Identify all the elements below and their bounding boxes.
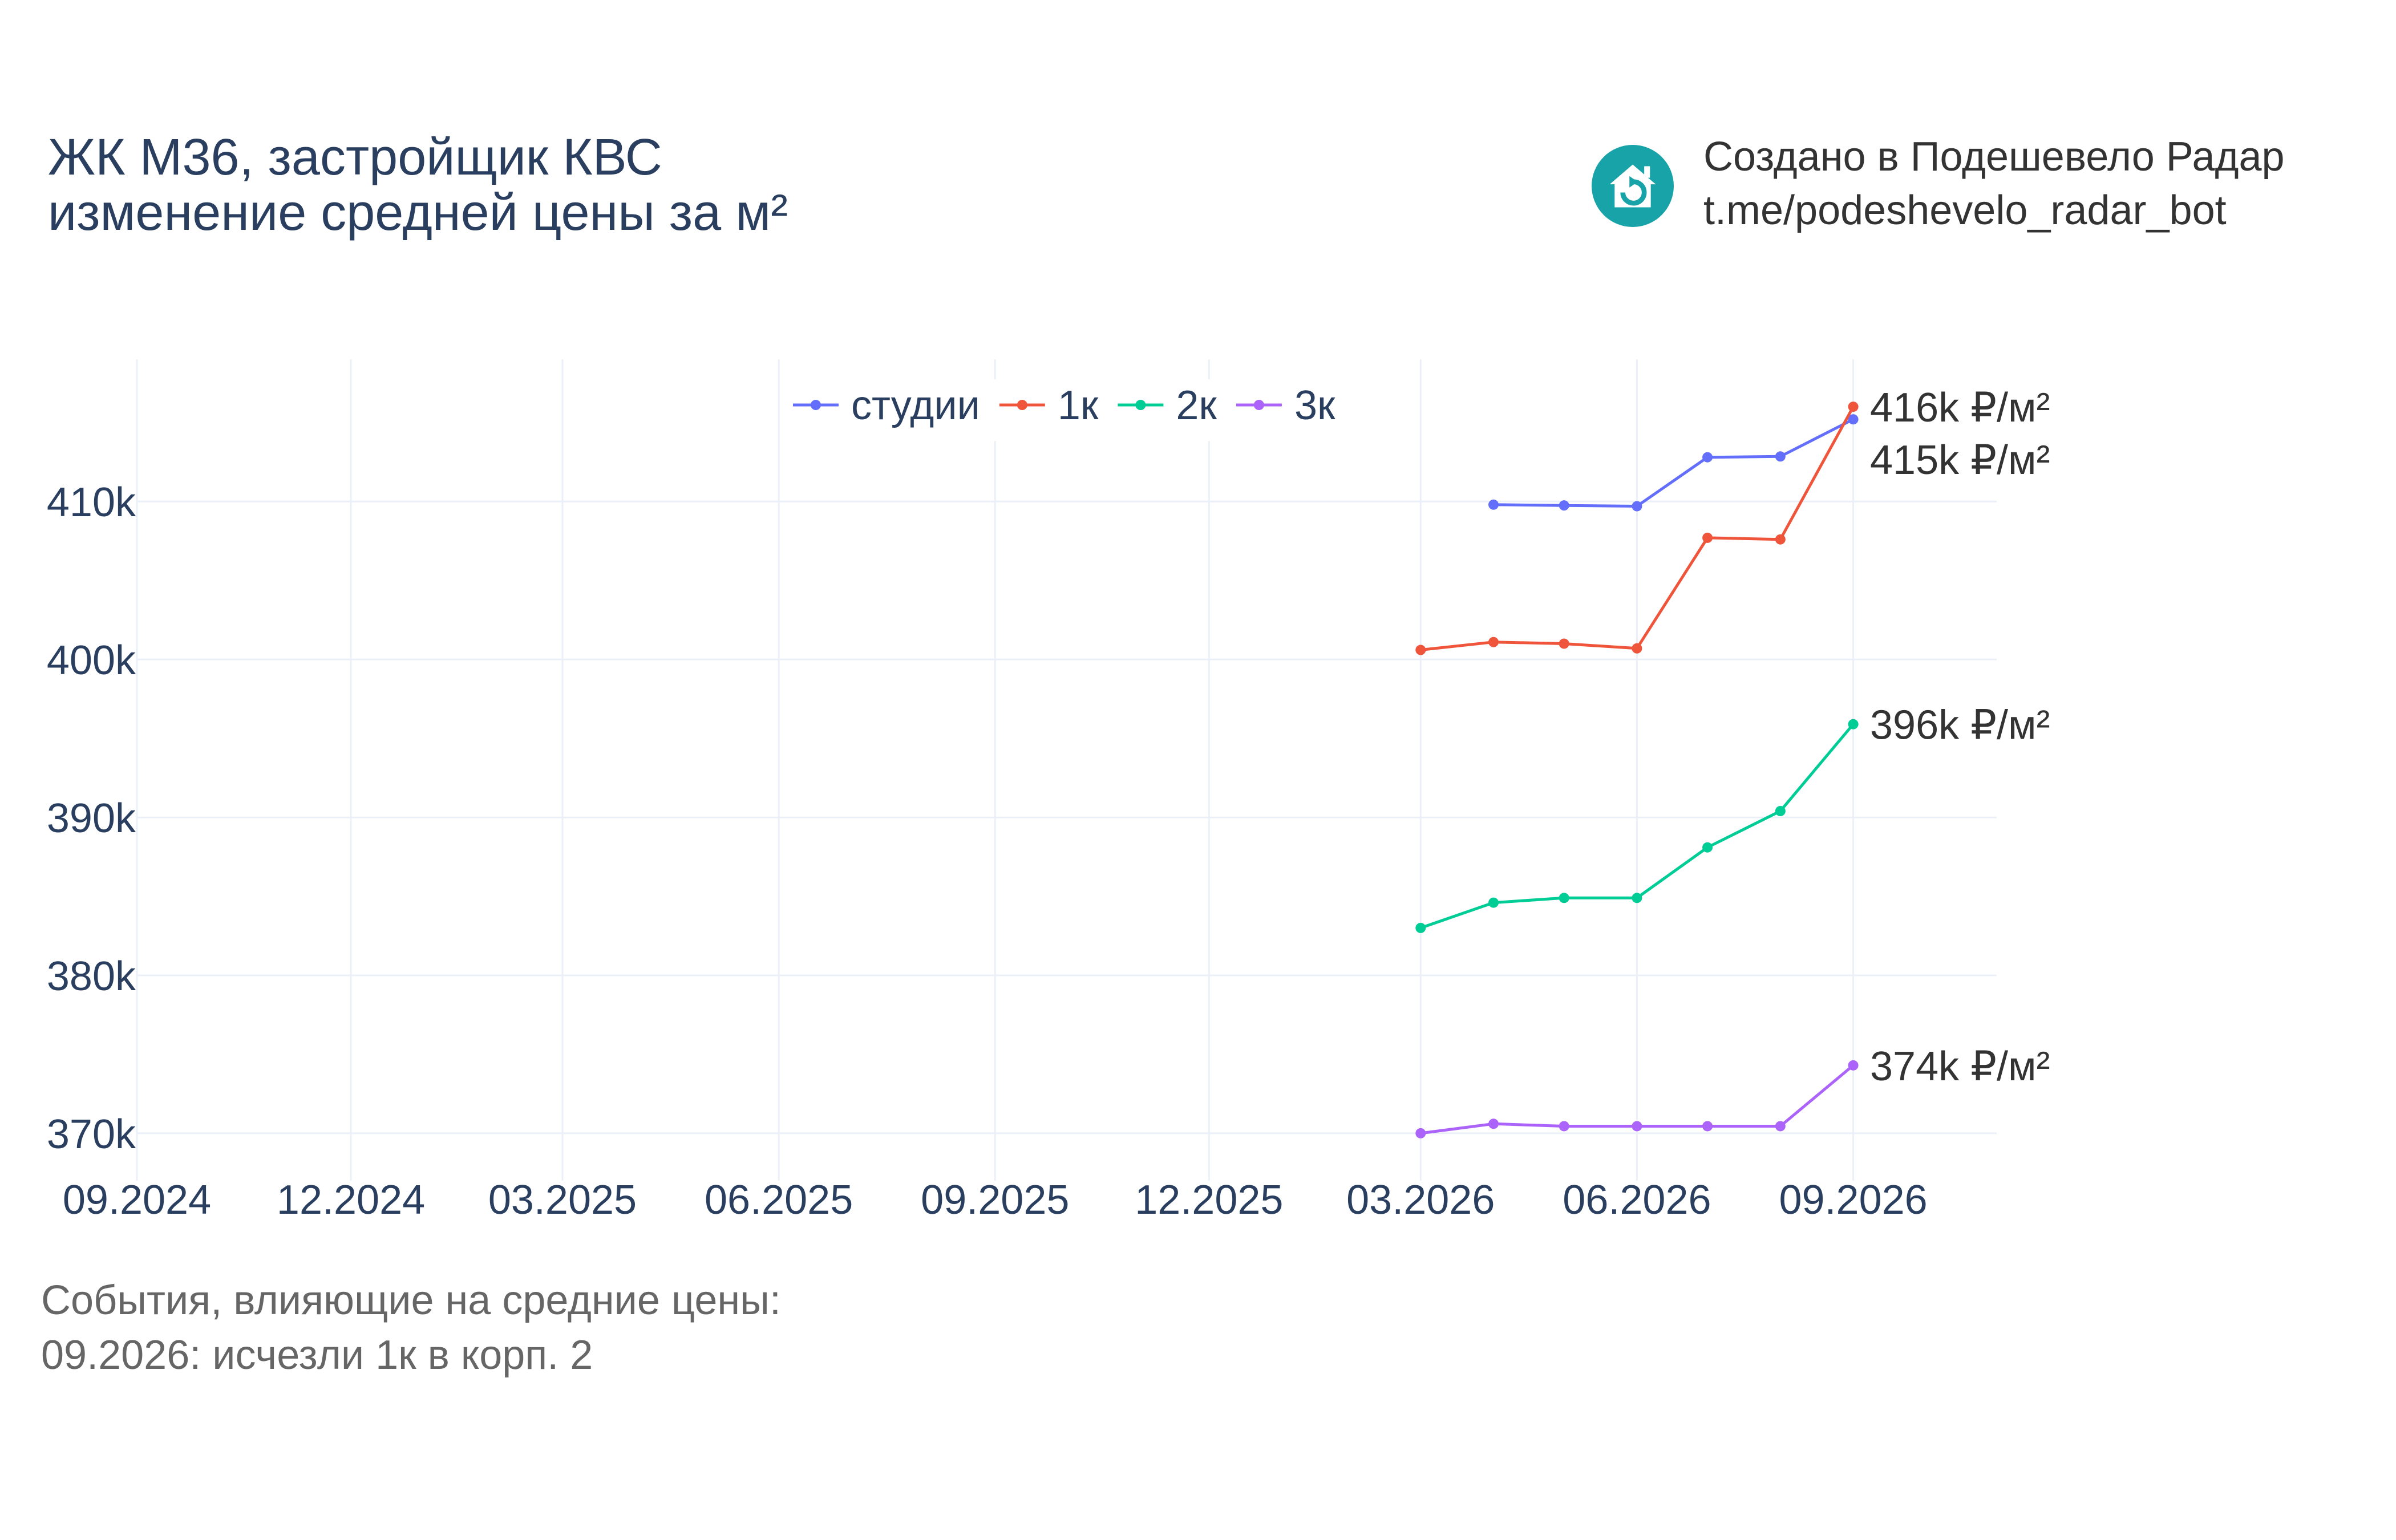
legend-swatch-marker [1017, 400, 1027, 410]
y-tick-label: 390k [47, 796, 136, 841]
legend-item: 2к [1118, 383, 1217, 428]
x-tick-label: 06.2026 [1563, 1177, 1711, 1223]
legend-swatch-marker [1135, 400, 1146, 410]
data-point [1632, 893, 1642, 903]
end-value-label: 396k ₽/м² [1870, 703, 2050, 748]
chart-title-line2: изменение средней цены за м² [48, 184, 788, 241]
series-3к [1415, 1060, 1859, 1138]
series-line [1493, 418, 1854, 508]
legend-label: 1к [1058, 383, 1099, 428]
gridlines [136, 359, 1997, 1181]
series-студии [1488, 414, 1859, 512]
data-point [1848, 414, 1859, 425]
legend-swatch-marker [1253, 400, 1264, 410]
x-tick-label: 06.2025 [705, 1177, 853, 1223]
data-point [1559, 893, 1569, 903]
series-2к [1415, 719, 1859, 933]
legend-item: 1к [999, 383, 1099, 428]
data-point [1775, 806, 1786, 816]
legend-item: 3к [1236, 383, 1335, 428]
data-point [1559, 500, 1569, 511]
brand-link[interactable]: t.me/podeshevelo_radar_bot [1703, 188, 2227, 233]
legend-label: студии [851, 383, 980, 428]
x-tick-label: 09.2024 [63, 1177, 211, 1223]
end-value-label: 415k ₽/м² [1870, 437, 2050, 483]
legend-item: студии [793, 383, 980, 428]
data-point [1702, 452, 1713, 463]
data-point [1488, 897, 1499, 908]
x-tick-label: 03.2026 [1346, 1177, 1495, 1223]
data-point [1702, 1121, 1713, 1132]
data-point [1488, 1118, 1499, 1129]
legend-label: 3к [1294, 383, 1335, 428]
data-point [1415, 1128, 1426, 1138]
data-point [1848, 402, 1859, 412]
data-point [1559, 638, 1569, 649]
x-tick-label: 03.2025 [488, 1177, 637, 1223]
legend-background [782, 379, 1346, 441]
x-tick-label: 12.2025 [1135, 1177, 1283, 1223]
house-refresh-icon [1592, 145, 1674, 227]
brand-block: Создано в Подешевело Радар t.me/podeshev… [1592, 134, 2367, 243]
y-tick-label: 410k [47, 480, 136, 525]
data-point [1632, 643, 1642, 654]
end-value-label: 416k ₽/м² [1870, 385, 2050, 431]
chart-title: ЖК М36, застройщик КВС изменение средней… [48, 130, 788, 241]
events-header: События, влияющие на средние цены: [41, 1278, 781, 1323]
legend-label: 2к [1176, 383, 1217, 428]
data-point [1488, 499, 1499, 510]
data-point [1702, 532, 1713, 543]
series-1к [1415, 402, 1859, 655]
data-point [1848, 719, 1859, 730]
data-point [1415, 645, 1426, 655]
brand-name: Создано в Подешевело Радар [1703, 134, 2285, 180]
y-tick-label: 380k [47, 954, 136, 999]
data-point [1848, 1060, 1859, 1071]
y-tick-label: 400k [47, 638, 136, 683]
data-point [1775, 534, 1786, 545]
data-point [1702, 842, 1713, 853]
legend-swatch-marker [811, 400, 821, 410]
data-point [1775, 1121, 1786, 1132]
end-value-label: 374k ₽/м² [1870, 1044, 2050, 1089]
data-point [1775, 451, 1786, 462]
legend: студии 1к 2к 3к [782, 379, 1346, 441]
x-tick-label: 09.2025 [921, 1177, 1069, 1223]
events-item: 09.2026: исчезли 1к в корп. 2 [41, 1332, 593, 1378]
y-tick-label: 370k [47, 1112, 136, 1157]
x-tick-label: 12.2024 [277, 1177, 425, 1223]
data-point [1559, 1121, 1569, 1132]
data-point [1488, 637, 1499, 647]
x-tick-label: 09.2026 [1779, 1177, 1927, 1223]
data-point [1632, 501, 1642, 512]
data-point [1632, 1121, 1642, 1132]
chart-title-line1: ЖК М36, застройщик КВС [48, 129, 662, 186]
events-note: События, влияющие на средние цены: 09.20… [41, 1273, 781, 1383]
data-point [1415, 922, 1426, 933]
